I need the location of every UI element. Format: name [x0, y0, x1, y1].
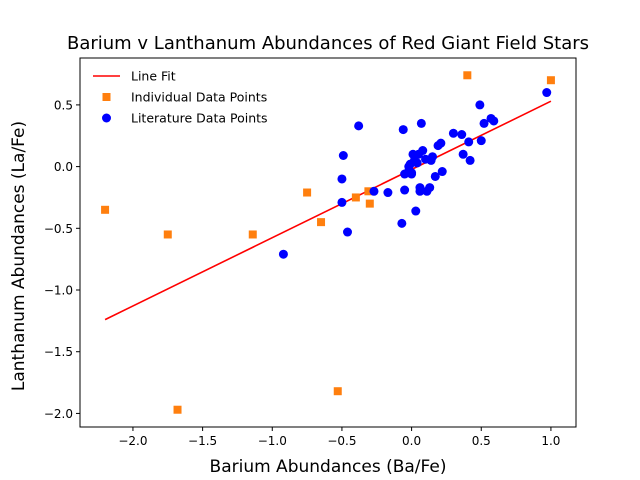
x-tick-label: −2.0 [118, 434, 147, 448]
data-point-literature [415, 183, 425, 193]
legend-item-1: Individual Data Points [102, 90, 267, 105]
data-point-individual [303, 188, 312, 197]
data-point-literature [398, 125, 408, 135]
data-point-literature [400, 185, 410, 195]
data-point-individual [163, 230, 172, 239]
x-tick-label: 0.0 [402, 434, 421, 448]
legend-item-0: Line Fit [93, 69, 176, 84]
data-point-literature [416, 118, 426, 128]
data-point-literature [489, 116, 499, 126]
y-tick-label: −2.0 [44, 407, 73, 421]
x-tick-label: 1.0 [541, 434, 560, 448]
data-point-literature [397, 218, 407, 228]
data-point-literature [354, 121, 364, 131]
data-point-individual [333, 387, 342, 396]
x-axis-label: Barium Abundances (Ba/Fe) [210, 457, 447, 477]
data-point-literature [437, 167, 447, 177]
data-point-literature [343, 227, 353, 237]
legend-swatch-square [102, 93, 111, 101]
chart-title: Barium v Lanthanum Abundances of Red Gia… [67, 33, 589, 54]
axes-frame [79, 57, 577, 428]
data-point-literature [369, 186, 379, 196]
y-tick-label: −1.0 [44, 284, 73, 298]
data-point-literature [425, 183, 435, 193]
data-point-literature [337, 197, 347, 207]
data-point-literature [338, 150, 348, 160]
data-point-individual [351, 193, 360, 202]
data-point-literature [475, 100, 485, 110]
data-point-literature [476, 136, 486, 146]
data-point-literature [407, 169, 417, 179]
data-point-literature [458, 149, 468, 159]
series-2 [278, 88, 552, 259]
legend-item-2: Literature Data Points [102, 111, 268, 126]
y-axis-label: Lanthanum Abundances (La/Fe) [9, 121, 29, 391]
data-point-literature [457, 130, 467, 140]
plot-area [101, 71, 555, 414]
data-point-literature [479, 118, 489, 128]
y-tick-label: −0.5 [44, 222, 73, 236]
x-tick-label: −0.5 [327, 434, 356, 448]
data-point-literature [337, 174, 347, 184]
legend-swatch-circle [102, 113, 111, 123]
x-tick-label: 0.5 [472, 434, 491, 448]
y-tick-label: 0.0 [54, 160, 73, 174]
legend-label: Individual Data Points [131, 90, 267, 105]
x-tick-label: −1.5 [188, 434, 217, 448]
y-tick-label: −1.5 [44, 345, 73, 359]
data-point-literature [278, 249, 288, 259]
series-1 [101, 71, 555, 414]
data-point-literature [427, 152, 437, 162]
y-tick-label: 0.5 [54, 98, 73, 112]
data-point-individual [173, 405, 182, 414]
data-point-individual [365, 199, 374, 208]
axes: −2.0 −1.5 −1.0 −0.5 0.0 0.5 1.0 −2.0 −1.5 −1.0 −0.… [44, 57, 577, 448]
data-point-individual [317, 218, 326, 227]
data-point-individual [364, 187, 373, 196]
data-point-literature [430, 171, 440, 181]
data-point-individual [546, 76, 555, 85]
data-point-literature [542, 88, 552, 98]
legend: Line Fit Individual Data Points Literature… [93, 69, 268, 126]
data-point-individual [463, 71, 472, 80]
series-0 [104, 100, 552, 321]
data-point-literature [383, 188, 393, 198]
data-point-literature [464, 137, 474, 147]
data-point-individual [101, 205, 110, 214]
data-point-literature [411, 206, 421, 216]
data-point-literature [436, 138, 446, 148]
data-point-literature [465, 155, 475, 165]
legend-label: Line Fit [131, 69, 176, 84]
data-point-individual [248, 230, 257, 239]
data-point-literature [448, 128, 458, 138]
data-point-literature [418, 146, 428, 156]
data-point-literature [412, 158, 422, 168]
fit-line [104, 100, 552, 321]
legend-label: Literature Data Points [131, 111, 268, 126]
x-tick-label: −1.0 [258, 434, 287, 448]
